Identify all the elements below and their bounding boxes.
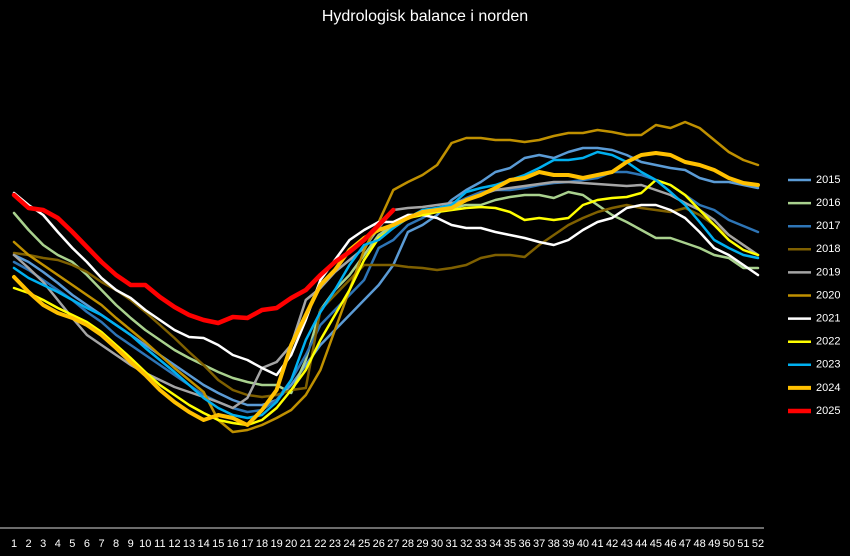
x-tick-label: 39	[562, 538, 574, 550]
x-tick-label: 13	[183, 538, 195, 550]
series-line	[12, 170, 760, 414]
x-tick-label: 19	[270, 538, 282, 550]
x-tick-label: 15	[212, 538, 224, 550]
x-tick-label: 16	[227, 538, 239, 550]
x-tick-label: 42	[606, 538, 618, 550]
x-tick-label: 6	[84, 538, 90, 550]
x-tick-label: 34	[489, 538, 501, 550]
series-line	[12, 190, 760, 395]
x-tick-label: 21	[300, 538, 312, 550]
x-tick-label: 11	[154, 538, 165, 550]
x-tick-label: 3	[40, 538, 46, 550]
x-tick-label: 37	[533, 538, 545, 550]
x-tick-label: 40	[577, 538, 589, 550]
legend-label: 2023	[816, 359, 840, 371]
legend-label: 2015	[816, 174, 840, 186]
x-tick-label: 38	[548, 538, 560, 550]
x-tick-label: 18	[256, 538, 268, 550]
x-tick-label: 12	[168, 538, 180, 550]
series-line	[12, 151, 760, 427]
x-tick-label: 45	[650, 538, 662, 550]
x-tick-label: 50	[723, 538, 735, 550]
legend-label: 2019	[816, 266, 840, 278]
x-tick-label: 35	[504, 538, 516, 550]
x-tick-label: 33	[475, 538, 487, 550]
x-tick-label: 44	[635, 538, 647, 550]
x-tick-label: 8	[113, 538, 119, 550]
x-tick-label: 5	[69, 538, 75, 550]
x-tick-label: 2	[26, 538, 32, 550]
legend-label: 2021	[816, 313, 840, 325]
legend-label: 2025	[816, 405, 840, 417]
series-line	[12, 150, 760, 420]
x-tick-label: 14	[198, 538, 210, 550]
x-tick-label: 41	[591, 538, 603, 550]
x-tick-label: 36	[518, 538, 530, 550]
legend-label: 2020	[816, 289, 840, 301]
x-tick-label: 22	[314, 538, 326, 550]
x-tick-label: 27	[387, 538, 399, 550]
legend-label: 2024	[816, 382, 840, 394]
series-line	[12, 120, 760, 434]
x-tick-label: 47	[679, 538, 691, 550]
x-tick-label: 30	[431, 538, 443, 550]
x-tick-label: 31	[446, 538, 458, 550]
x-tick-label: 24	[343, 538, 355, 550]
series-line	[12, 191, 760, 377]
x-tick-label: 26	[373, 538, 385, 550]
x-tick-label: 49	[708, 538, 720, 550]
legend-label: 2017	[816, 220, 840, 232]
legend-label: 2022	[816, 336, 840, 348]
x-tick-label: 52	[752, 538, 764, 550]
x-tick-label: 7	[98, 538, 104, 550]
chart-title: Hydrologisk balance i norden	[322, 8, 528, 25]
x-tick-label: 1	[11, 538, 17, 550]
x-tick-label: 9	[128, 538, 134, 550]
series-line	[11, 192, 396, 326]
x-tick-label: 17	[241, 538, 253, 550]
x-tick-label: 20	[285, 538, 297, 550]
legend-label: 2016	[816, 197, 840, 209]
x-tick-label: 10	[139, 538, 151, 550]
x-tick-label: 48	[694, 538, 706, 550]
x-tick-label: 29	[416, 538, 428, 550]
x-tick-label: 28	[402, 538, 414, 550]
x-tick-label: 23	[329, 538, 341, 550]
x-tick-label: 25	[358, 538, 370, 550]
x-tick-label: 4	[55, 538, 61, 550]
x-tick-label: 32	[460, 538, 472, 550]
legend-label: 2018	[816, 243, 840, 255]
x-tick-label: 46	[664, 538, 676, 550]
x-tick-label: 43	[621, 538, 633, 550]
x-tick-label: 51	[737, 538, 749, 550]
